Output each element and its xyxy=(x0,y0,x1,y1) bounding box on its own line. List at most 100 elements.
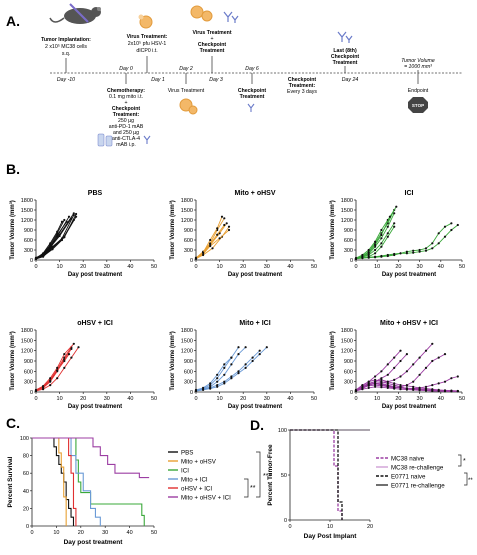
legend: PBS Mito + oHSV ICI Mito + ICI oHSV + ICI Mit… xyxy=(168,450,231,502)
y-tick-label: 300 xyxy=(184,248,193,254)
tumor-free-curve xyxy=(290,429,343,520)
data-point xyxy=(424,385,428,388)
data-point xyxy=(374,252,377,255)
data-point xyxy=(424,366,428,369)
x-tick-label: 50 xyxy=(459,396,465,402)
data-point xyxy=(230,377,233,380)
data-point xyxy=(386,382,389,385)
chart-title: PBS xyxy=(88,190,103,197)
y-tick-label: 600 xyxy=(184,238,193,244)
data-point xyxy=(380,254,383,258)
y-tick-label: 1200 xyxy=(181,349,193,355)
data-point xyxy=(386,225,389,228)
data-point xyxy=(374,240,377,243)
data-point xyxy=(437,382,440,385)
y-tick-label: 0 xyxy=(284,518,287,524)
data-point xyxy=(34,257,38,260)
growth-curve xyxy=(195,350,261,391)
x-tick-label: 0 xyxy=(194,264,197,270)
virus-checkpoint-line-4: Treatment xyxy=(200,48,225,54)
y-axis-label: Tumor Volume (mm³) xyxy=(169,200,176,259)
checkpoint-every-line-1: Checkpoint xyxy=(288,77,317,83)
y-tick-label: 900 xyxy=(184,359,193,365)
y-tick-label: 0 xyxy=(190,390,193,396)
legend: MC38 naive MC38 re-challenge E0771 naive E0… xyxy=(376,456,445,490)
y-tick-label: 300 xyxy=(24,248,33,254)
panel-d: 0 10 20 0 50 100 Day Post Implant Percent Tumor… xyxy=(267,428,473,540)
stop-sign-icon: STOP xyxy=(408,97,428,113)
survival-curve xyxy=(32,437,67,526)
tumor-implantation-route: s.q. xyxy=(62,51,70,57)
checkpoint-every-line-2: Treatment: xyxy=(289,83,316,89)
data-point xyxy=(443,390,447,393)
x-tick-label: 20 xyxy=(395,264,401,270)
antibody-icon xyxy=(143,135,151,144)
virus-treatment-1-dose: 2x10⁵ pfu HSV-1 xyxy=(128,41,167,47)
chemo-line-10: mAB i.p. xyxy=(116,142,136,148)
data-point xyxy=(395,205,398,208)
y-tick-label: 900 xyxy=(344,228,353,234)
virus-icon xyxy=(138,14,153,29)
checkpoint-day6-line-2: Treatment xyxy=(240,94,265,100)
x-tick-label: 10 xyxy=(53,530,59,536)
y-tick-label: 20 xyxy=(23,506,29,512)
y-axis-label: Tumor Volume (mm³) xyxy=(169,331,176,390)
legend-label: PBS xyxy=(181,450,193,457)
y-tick-label: 600 xyxy=(344,369,353,375)
x-tick-label: 20 xyxy=(80,264,86,270)
data-point xyxy=(399,375,402,378)
y-axis-label: Tumor Volume (mm³) xyxy=(9,200,16,259)
x-tick-label: 10 xyxy=(374,264,380,270)
data-point xyxy=(209,387,212,390)
data-point xyxy=(56,369,59,372)
data-point xyxy=(77,346,80,349)
x-axis-label: Day Post Implant xyxy=(304,533,358,540)
data-point xyxy=(72,342,75,345)
data-point xyxy=(393,212,396,215)
data-point xyxy=(443,235,447,238)
data-point xyxy=(237,346,240,349)
chemo-line-6: 250 µg xyxy=(118,118,134,124)
y-tick-label: 300 xyxy=(344,380,353,386)
data-point xyxy=(244,346,247,349)
data-point xyxy=(216,377,219,380)
data-point xyxy=(216,384,219,387)
x-tick-label: 50 xyxy=(311,396,317,402)
data-point xyxy=(227,225,231,228)
y-tick-label: 1200 xyxy=(21,218,33,224)
chart-title: Mito + oHSV xyxy=(234,190,275,197)
x-tick-label: 10 xyxy=(327,524,333,530)
data-point xyxy=(354,389,358,392)
data-point xyxy=(418,248,421,252)
data-point xyxy=(216,385,219,388)
antibody-icon xyxy=(223,11,239,23)
data-point xyxy=(405,353,408,356)
data-point xyxy=(209,242,212,246)
x-tick-label: 40 xyxy=(127,530,133,536)
panel-label-d: D. xyxy=(250,417,264,433)
data-point xyxy=(230,363,233,366)
data-point xyxy=(72,212,75,215)
y-tick-label: 1800 xyxy=(181,328,193,334)
data-point xyxy=(374,248,377,252)
y-tick-label: 300 xyxy=(344,248,353,254)
tumor-implantation-label: Tumor Implantation: xyxy=(41,37,91,43)
data-point xyxy=(367,256,370,259)
y-tick-label: 1800 xyxy=(21,198,33,204)
x-tick-label: 30 xyxy=(264,264,270,270)
y-tick-label: 300 xyxy=(184,380,193,386)
y-tick-label: 1500 xyxy=(341,338,353,344)
growth-curve xyxy=(355,216,391,259)
data-point xyxy=(412,385,415,388)
y-tick-label: 300 xyxy=(24,380,33,386)
data-point xyxy=(380,245,383,248)
data-point xyxy=(437,389,440,393)
virus-treatment-2-label: Virus Treatment xyxy=(168,88,205,94)
data-point xyxy=(380,237,383,240)
tumor-implantation-cells: 2 x10⁵ MC38 cells xyxy=(45,44,87,50)
chemo-line-1: Chemotherapy: xyxy=(107,88,145,94)
y-tick-label: 100 xyxy=(278,428,287,434)
data-point xyxy=(431,389,434,393)
